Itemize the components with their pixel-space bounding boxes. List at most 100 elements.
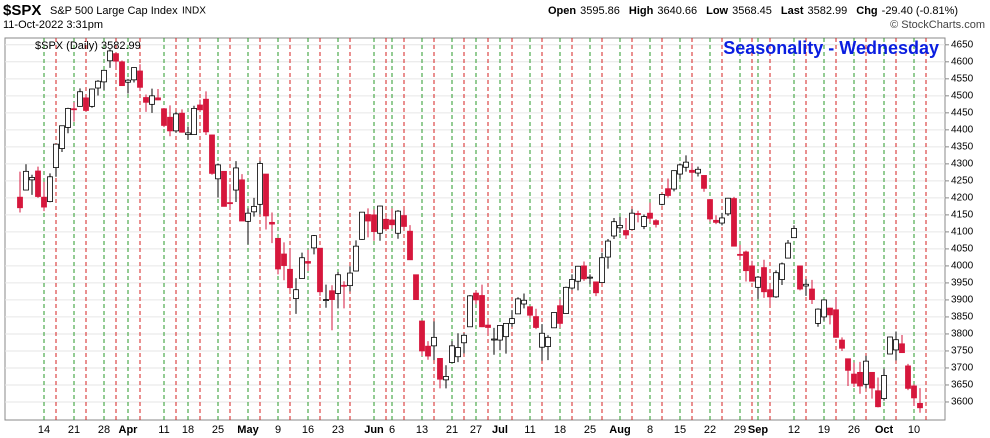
quote-value: 3640.66 bbox=[657, 5, 697, 17]
y-tick-label: 3650 bbox=[951, 380, 974, 391]
x-tick-label: 10 bbox=[908, 424, 920, 436]
x-tick-label: 13 bbox=[416, 424, 428, 436]
candle-body bbox=[521, 299, 527, 305]
candle-body bbox=[305, 261, 311, 264]
x-tick-label: 29 bbox=[734, 424, 746, 436]
candle-body bbox=[893, 339, 899, 351]
x-tick-label: 14 bbox=[38, 424, 50, 436]
x-tick-label: 25 bbox=[212, 424, 224, 436]
quote-label: High bbox=[629, 5, 654, 17]
candle-body bbox=[713, 219, 719, 223]
candle-body bbox=[455, 347, 461, 358]
candle-body bbox=[419, 320, 425, 352]
candle-body bbox=[365, 214, 371, 222]
candle-body bbox=[497, 325, 503, 341]
candle-body bbox=[215, 164, 221, 180]
candle-body bbox=[869, 371, 875, 389]
y-tick-label: 4200 bbox=[951, 193, 974, 204]
candle-body bbox=[371, 214, 377, 232]
candle-body bbox=[503, 322, 509, 338]
quote-label: Open bbox=[548, 5, 576, 17]
candle-body bbox=[599, 257, 605, 283]
candle-body bbox=[803, 283, 809, 287]
x-tick-label: 25 bbox=[584, 424, 596, 436]
candle-body bbox=[791, 228, 797, 239]
symbol: $SPX bbox=[3, 2, 41, 19]
y-tick-label: 4000 bbox=[951, 261, 974, 272]
candle-body bbox=[89, 88, 95, 107]
candle-body bbox=[425, 345, 431, 357]
candle-body bbox=[269, 221, 275, 225]
candle-body bbox=[431, 336, 437, 347]
candle-body bbox=[119, 61, 125, 87]
candle-body bbox=[767, 289, 773, 298]
candle-body bbox=[161, 108, 167, 126]
candle-body bbox=[581, 265, 587, 280]
candle-body bbox=[461, 334, 467, 344]
candle-body bbox=[197, 104, 203, 111]
candle-body bbox=[185, 132, 191, 136]
candle-body bbox=[95, 80, 101, 89]
candle-body bbox=[281, 253, 287, 266]
candle-body bbox=[377, 205, 383, 234]
y-tick-label: 3700 bbox=[951, 363, 974, 374]
x-tick-label: 11 bbox=[158, 424, 169, 436]
candle-body bbox=[101, 69, 107, 83]
candle-body bbox=[443, 376, 449, 381]
candle-body bbox=[755, 276, 761, 288]
quote-label: Last bbox=[781, 5, 804, 17]
y-tick-label: 3750 bbox=[951, 346, 974, 357]
y-tick-label: 4100 bbox=[951, 227, 974, 238]
candle-body bbox=[227, 202, 233, 205]
candle-body bbox=[875, 390, 881, 408]
candle-body bbox=[761, 267, 767, 293]
x-tick-label: 6 bbox=[389, 424, 395, 436]
candle-body bbox=[671, 170, 677, 190]
y-tick-label: 4450 bbox=[951, 107, 974, 118]
legend: $SPX (Daily) 3582.99 bbox=[35, 40, 141, 52]
y-tick-label: 4150 bbox=[951, 210, 974, 221]
candle-body bbox=[641, 216, 647, 227]
candle-body bbox=[731, 198, 737, 247]
x-tick-label: Sep bbox=[748, 424, 768, 436]
x-tick-label: 15 bbox=[674, 424, 686, 436]
candle-body bbox=[881, 375, 887, 399]
candle-body bbox=[329, 290, 335, 300]
candle-body bbox=[173, 113, 179, 132]
candle-body bbox=[779, 263, 785, 280]
candle-body bbox=[665, 188, 671, 196]
candle-body bbox=[905, 365, 911, 389]
candle-body bbox=[743, 251, 749, 272]
candle-body bbox=[827, 307, 833, 316]
candle-body bbox=[695, 168, 701, 174]
candle-body bbox=[785, 242, 791, 259]
candle-body bbox=[311, 235, 317, 249]
y-tick-label: 3800 bbox=[951, 329, 974, 340]
y-tick-label: 3600 bbox=[951, 397, 974, 408]
candle-body bbox=[257, 163, 263, 205]
candle-body bbox=[821, 299, 827, 318]
candle-body bbox=[359, 211, 365, 240]
candle-body bbox=[809, 288, 815, 300]
candle-body bbox=[245, 212, 251, 222]
candle-body bbox=[917, 402, 923, 409]
x-tick-label: 21 bbox=[446, 424, 458, 436]
quote-label: Chg bbox=[856, 5, 877, 17]
candle-body bbox=[401, 215, 407, 227]
candle-body bbox=[737, 253, 743, 256]
candle-body bbox=[707, 199, 713, 220]
x-tick-label: 27 bbox=[470, 424, 482, 436]
x-tick-label: Apr bbox=[119, 424, 139, 436]
candle-body bbox=[605, 240, 611, 258]
candle-body bbox=[137, 70, 143, 88]
x-tick-label: 18 bbox=[182, 424, 194, 436]
candle-body bbox=[509, 318, 515, 324]
candle-body bbox=[467, 295, 473, 328]
candle-body bbox=[53, 143, 59, 169]
candle-body bbox=[317, 247, 323, 293]
candle-body bbox=[395, 210, 401, 234]
candle-body bbox=[239, 179, 245, 222]
x-tick-label: 19 bbox=[818, 424, 830, 436]
candle-body bbox=[539, 332, 545, 348]
